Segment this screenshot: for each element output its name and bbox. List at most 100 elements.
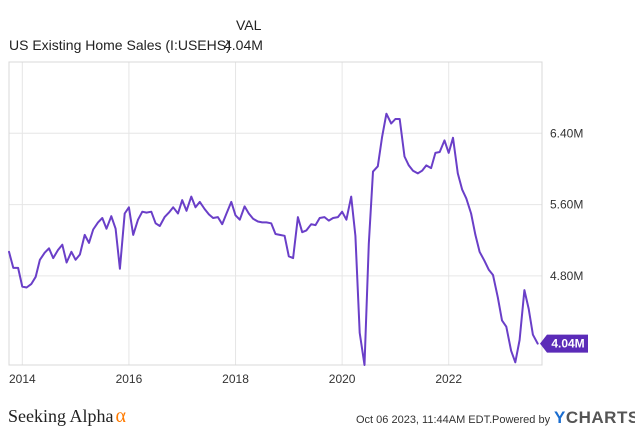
brand-name: Seeking Alpha <box>8 406 114 426</box>
data-point <box>377 165 379 167</box>
data-point <box>84 234 86 236</box>
last-value-tag: 4.04M <box>540 334 588 353</box>
data-point <box>128 206 130 208</box>
data-point <box>101 217 103 219</box>
data-point <box>483 260 485 262</box>
data-point <box>137 219 139 221</box>
x-tick-label: 2016 <box>116 372 143 386</box>
data-point <box>115 228 117 230</box>
data-point <box>105 228 108 230</box>
data-point <box>417 172 419 174</box>
data-point <box>270 222 272 224</box>
data-point <box>537 343 539 345</box>
data-point <box>194 206 197 208</box>
seeking-alpha-logo: Seeking Alpha α <box>8 405 126 428</box>
data-point <box>501 319 503 321</box>
data-point <box>26 286 28 289</box>
ycharts-wordmark: CHARTS <box>565 408 635 427</box>
data-point <box>434 152 436 154</box>
data-point <box>239 219 241 221</box>
data-point <box>44 252 46 254</box>
data-point <box>150 211 152 213</box>
data-point <box>403 155 406 158</box>
data-point <box>265 221 267 223</box>
data-point <box>12 267 14 269</box>
data-point <box>75 259 77 261</box>
data-point <box>510 350 512 352</box>
data-points <box>8 113 539 366</box>
data-point <box>297 216 299 218</box>
data-point <box>8 251 10 253</box>
series-line <box>8 112 539 366</box>
data-point <box>172 206 174 208</box>
data-point <box>97 221 99 223</box>
powered-by-label: Powered by <box>492 414 551 426</box>
data-point <box>394 118 396 120</box>
data-point <box>225 212 228 215</box>
y-tick-label: 4.80M <box>550 269 583 283</box>
data-point <box>492 274 494 276</box>
data-point <box>21 286 23 288</box>
data-point <box>177 212 179 215</box>
value-tag-label: 4.04M <box>551 337 584 351</box>
data-point <box>319 217 321 219</box>
data-point <box>332 217 334 219</box>
data-point <box>474 234 476 236</box>
data-point <box>92 228 94 231</box>
data-point <box>284 235 286 237</box>
x-tick-label: 2018 <box>222 372 249 386</box>
data-point <box>292 257 294 259</box>
data-point <box>412 170 414 172</box>
data-point <box>430 167 432 169</box>
data-point <box>408 164 410 166</box>
data-point <box>439 151 441 153</box>
data-point <box>35 276 37 278</box>
data-point <box>301 231 303 233</box>
data-point <box>70 251 72 253</box>
data-point <box>234 214 237 216</box>
data-point <box>305 229 307 231</box>
data-point <box>141 211 143 213</box>
data-point <box>248 212 250 215</box>
data-point <box>323 216 326 218</box>
chart-grid <box>9 62 542 365</box>
data-point <box>110 215 112 217</box>
data-point <box>168 212 170 214</box>
data-point <box>124 212 126 215</box>
data-point <box>390 122 392 125</box>
data-point <box>199 201 201 203</box>
data-point <box>30 283 32 285</box>
data-point <box>57 249 59 251</box>
data-point <box>399 118 401 120</box>
data-point <box>279 234 281 236</box>
x-tick-label: 2014 <box>9 372 36 386</box>
data-point <box>204 208 206 210</box>
data-point <box>350 196 352 198</box>
data-point <box>61 244 63 246</box>
data-point <box>337 216 339 218</box>
ycharts-y-icon: Y <box>554 408 566 427</box>
data-point <box>221 223 223 225</box>
data-point <box>208 213 210 215</box>
data-point <box>457 172 459 174</box>
data-point <box>514 361 516 363</box>
data-point <box>519 339 521 341</box>
data-point <box>119 268 121 270</box>
data-point <box>190 196 192 198</box>
data-point <box>217 216 219 218</box>
data-point <box>452 137 454 139</box>
data-point <box>443 139 446 141</box>
data-point <box>497 296 499 298</box>
data-point <box>212 217 214 219</box>
data-point <box>532 334 534 336</box>
data-point <box>528 308 530 310</box>
y-tick-label: 5.60M <box>550 198 583 212</box>
data-point <box>328 220 330 222</box>
data-point <box>488 269 490 271</box>
data-point <box>523 289 526 291</box>
data-point <box>159 225 161 227</box>
y-axis: 4.80M 5.60M 6.40M <box>550 126 583 283</box>
ycharts-logo: YCHARTS <box>554 408 635 428</box>
data-point <box>17 267 19 269</box>
